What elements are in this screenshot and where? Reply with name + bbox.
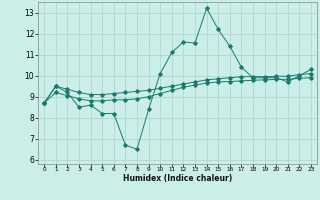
X-axis label: Humidex (Indice chaleur): Humidex (Indice chaleur) (123, 174, 232, 183)
